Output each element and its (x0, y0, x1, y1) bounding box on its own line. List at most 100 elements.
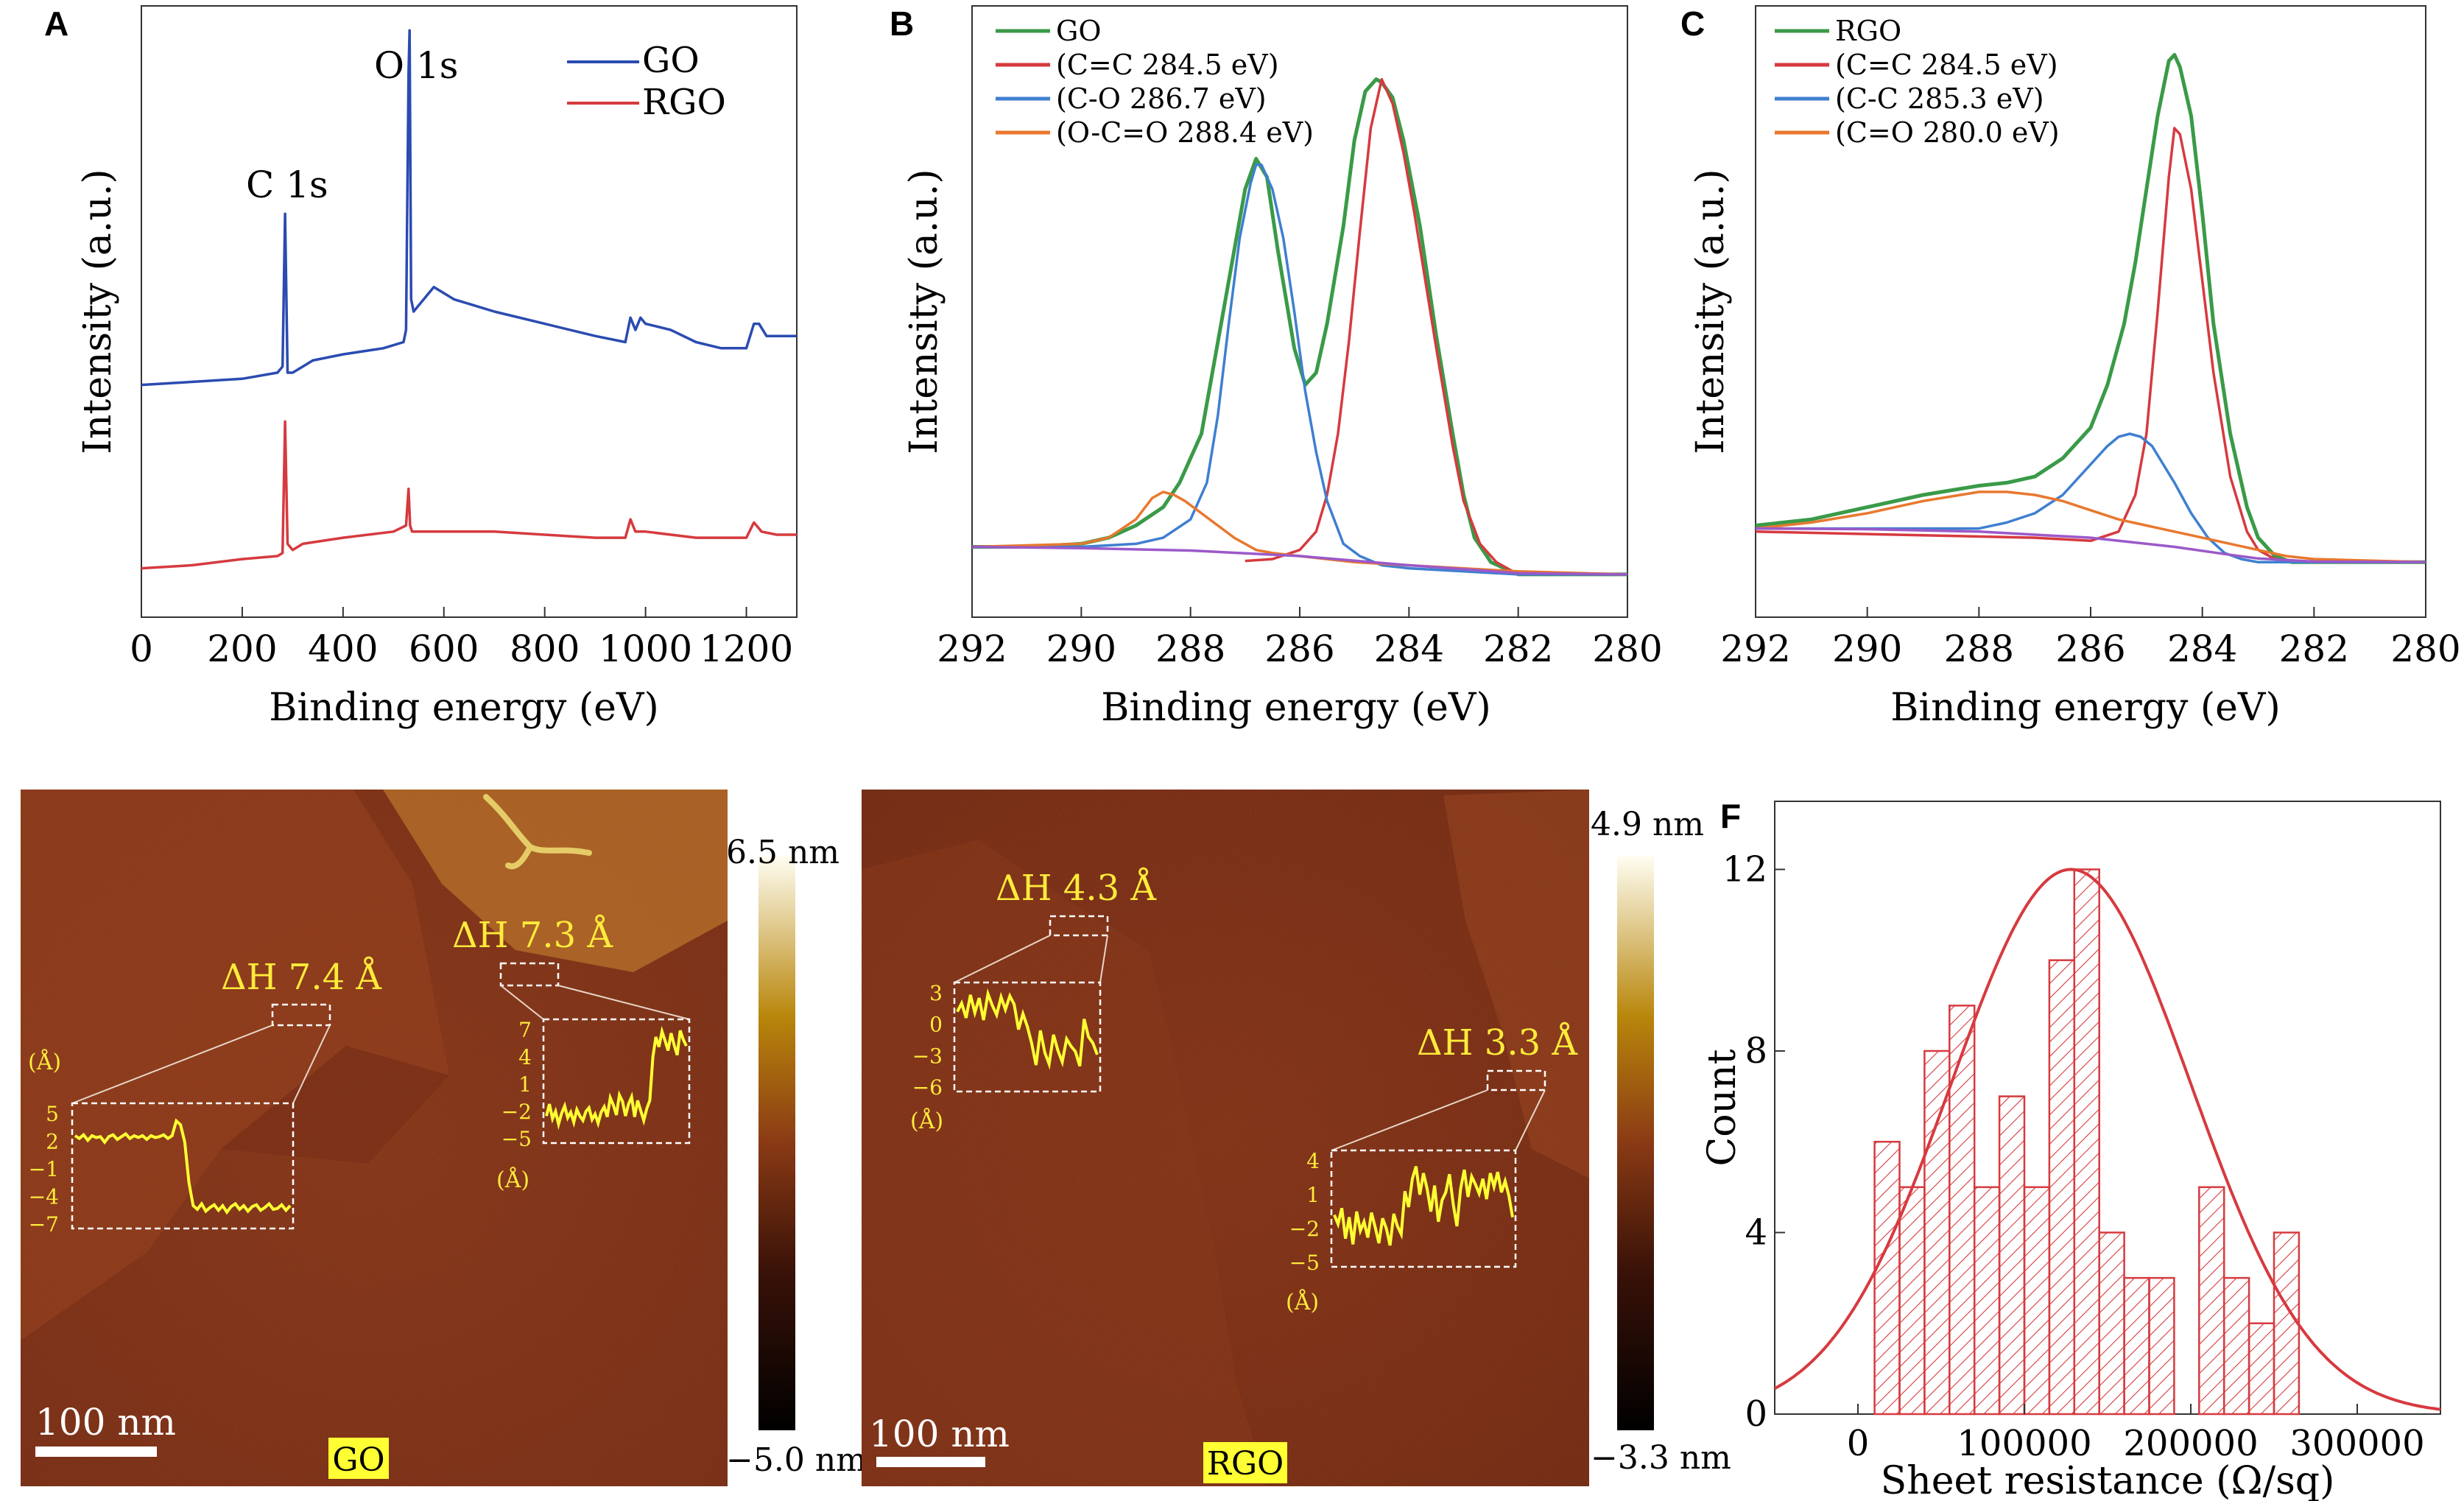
inset-box-small-2 (499, 962, 560, 987)
x-tick-label: 288 (1944, 628, 2014, 670)
inset-d1-unit: (Å) (28, 1049, 61, 1075)
series-line--c-c-284-5-ev- (1755, 127, 2426, 564)
series-line--c-c-285-3-ev- (1756, 432, 2426, 564)
panel-b-legend-1: (C=C 284.5 eV) (1056, 49, 1279, 81)
scale-bar-label-d: 100 nm (35, 1401, 176, 1444)
inset-tick-label: 2 (46, 1130, 59, 1154)
panel-label-a: A (44, 4, 68, 43)
inset-e2-profile (1333, 1166, 1514, 1246)
inset-tick-label: −1 (29, 1157, 59, 1181)
histogram-bar (2098, 1231, 2125, 1416)
panel-b-legend-2: (C-O 286.7 eV) (1056, 82, 1267, 115)
panel-b-xlabel: Binding energy (eV) (1101, 686, 1491, 730)
inset-tick-label: −7 (29, 1212, 59, 1237)
x-tick-label: 292 (937, 628, 1007, 670)
inset-e1-dh: ΔH 4.3 Å (996, 867, 1157, 909)
y-tick-label: 8 (1745, 1030, 1767, 1072)
histogram-bar (1973, 1186, 2001, 1416)
panel-c-legend-3: (C=O 280.0 eV) (1835, 116, 2060, 149)
x-tick-label: 288 (1155, 628, 1225, 670)
panel-c-series (1755, 52, 2426, 564)
panel-a-frame (141, 5, 798, 618)
afm-grain-e (862, 790, 1589, 1486)
sample-badge-rgo-bg (1203, 1442, 1287, 1483)
inset-tick-label: −2 (501, 1100, 532, 1124)
inset-leader (557, 985, 690, 1020)
panel-b-legend-3: (O-C=O 288.4 eV) (1056, 116, 1314, 149)
x-tick-label: 0 (1847, 1423, 1870, 1464)
series-line-rgo (1755, 52, 2426, 564)
series-line-background (971, 545, 1628, 576)
inset-tick-label: 7 (518, 1018, 532, 1042)
histogram-bar (2048, 959, 2076, 1416)
panel-f-bars (1873, 868, 2301, 1416)
panel-f-gaussian-fit (1774, 868, 2441, 1411)
panel-f-ylabel: Count (1700, 1049, 1745, 1166)
panel-b: 292 290 288 286 284 282 280 GO (C=C 284.5 eV) … (902, 5, 1663, 730)
histogram-bar (2273, 1231, 2301, 1416)
afm-grain-d (21, 790, 728, 1486)
panel-b-x-ticks: 292 290 288 286 284 282 280 (937, 607, 1663, 670)
panel-d: ΔH 7.4 Å (Å) 5 2 −1 −4 −7 ΔH 7.3 Å (Å) 7 4 1 −2… (21, 790, 867, 1486)
inset-d2-ticks: 7 4 1 −2 −5 (501, 1018, 532, 1151)
inset-e2-unit: (Å) (1286, 1289, 1319, 1315)
x-tick-label: 600 (409, 628, 479, 670)
inset-d1-ticks: 5 2 −1 −4 −7 (29, 1102, 59, 1237)
colorbar-e-min: −3.3 nm (1591, 1439, 1731, 1477)
inset-box-small-1 (271, 1003, 331, 1027)
panel-c-x-ticks: 292 290 288 286 284 282 280 (1720, 607, 2461, 670)
inset-tick-label: 1 (518, 1072, 532, 1097)
inset-tick-label: −3 (912, 1044, 943, 1068)
inset-e1-box (953, 981, 1102, 1093)
x-tick-label: 284 (1374, 628, 1444, 670)
x-tick-label: 100000 (1957, 1423, 2091, 1464)
inset-d2-unit: (Å) (496, 1167, 529, 1193)
colorbar-d-min: −5.0 nm (726, 1441, 867, 1479)
panel-label-c: C (1680, 4, 1705, 43)
inset-leader (954, 935, 1051, 983)
histogram-bar (2148, 1276, 2175, 1416)
inset-d2-profile (545, 1025, 688, 1131)
histogram-bar (1949, 1005, 1976, 1416)
histogram-bar (2023, 1186, 2051, 1416)
panel-f: 0 100000 200000 300000 0 4 8 12 Sheet resistan… (1700, 801, 2441, 1501)
panel-f-x-ticks: 0 100000 200000 300000 (1847, 1404, 2425, 1464)
panel-label-f: F (1720, 797, 1741, 835)
inset-e1-ticks: 3 0 −3 −6 (912, 981, 943, 1100)
inset-tick-label: −6 (912, 1075, 943, 1100)
inset-e2-dh: ΔH 3.3 Å (1417, 1022, 1578, 1064)
panel-b-legend-0: GO (1056, 15, 1102, 47)
x-tick-label: 1200 (700, 628, 793, 670)
inset-tick-label: 1 (1306, 1183, 1320, 1207)
inset-tick-label: 4 (1306, 1149, 1320, 1173)
inset-e1-profile (956, 988, 1099, 1070)
inset-box-small-3 (1049, 915, 1109, 937)
x-tick-label: 286 (2055, 628, 2125, 670)
x-tick-label: 292 (1720, 628, 1790, 670)
panel-c: 292 290 288 286 284 282 280 RGO (C=C 284.5 eV)… (1689, 5, 2461, 730)
inset-leader (500, 985, 544, 1020)
series-line-go (141, 29, 797, 387)
panel-c-legend: RGO (C=C 284.5 eV) (C-C 285.3 eV) (C=O 2… (1775, 15, 2060, 149)
panel-c-legend-2: (C-C 285.3 eV) (1835, 82, 2044, 115)
histogram-bar (2123, 1276, 2150, 1416)
histogram-bar (2073, 868, 2100, 1416)
histogram-bar (1998, 1095, 2026, 1416)
sample-badge-rgo: RGO (1207, 1445, 1284, 1483)
inset-leader (71, 1024, 273, 1104)
sample-badge-go-bg (328, 1438, 389, 1479)
histogram-bar (1873, 1140, 1901, 1416)
x-tick-label: 284 (2167, 628, 2237, 670)
sample-badge-go: GO (332, 1441, 384, 1479)
histogram-bar (1923, 1050, 1951, 1416)
panel-c-xlabel: Binding energy (eV) (1890, 686, 2281, 730)
x-tick-label: 400 (308, 628, 378, 670)
inset-leader (1515, 1089, 1546, 1151)
histogram-bar (1898, 1186, 1926, 1416)
colorbar-d (758, 856, 795, 1430)
panel-label-b: B (890, 4, 914, 43)
x-tick-label: 800 (510, 628, 580, 670)
inset-tick-label: 4 (518, 1045, 532, 1069)
inset-d1-box (71, 1102, 295, 1230)
panel-c-ylabel: Intensity (a.u.) (1689, 169, 1733, 454)
